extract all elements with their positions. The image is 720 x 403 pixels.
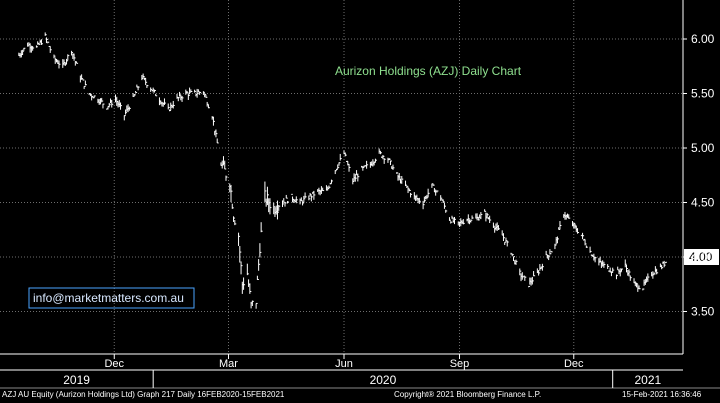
y-tick-label: 3.50	[691, 305, 715, 319]
website-box	[28, 287, 195, 309]
last-value-box	[684, 249, 719, 265]
website-text: info@marketmatters.com.au	[33, 291, 184, 305]
y-tick-label: 6.00	[691, 32, 715, 46]
axes: 4.00	[0, 0, 720, 389]
x-axis-labels: Dec Mar Jun Sep Dec 2019 2020 2021	[63, 358, 661, 387]
price-series	[18, 32, 667, 309]
chart-title: Aurizon Holdings (AZJ) Daily Chart	[335, 64, 522, 78]
year-label: 2020	[370, 373, 397, 387]
y-tick-label: 5.50	[691, 87, 715, 101]
x-tick-label: Sep	[450, 358, 470, 370]
y-tick-label: 4.50	[691, 196, 715, 210]
y-tick-label: 5.00	[691, 141, 715, 155]
x-tick-label: Dec	[104, 358, 124, 370]
y-axis-labels: 3.50 4.00 4.50 5.00 5.50 6.00	[691, 32, 715, 319]
x-tick-label: Mar	[219, 358, 238, 370]
last-value-label: 4.00	[689, 250, 713, 264]
x-tick-label: Dec	[564, 358, 584, 370]
footer-center: Copyright® 2021 Bloomberg Finance L.P.	[394, 390, 542, 399]
footer-right: 15-Feb-2021 16:36:46	[622, 390, 702, 399]
year-label: 2019	[63, 373, 90, 387]
year-label: 2021	[634, 373, 661, 387]
y-tick-label: 4.00	[691, 250, 715, 264]
x-tick-label: Jun	[335, 358, 353, 370]
grid-lines	[0, 0, 683, 354]
footer-left: AZJ AU Equity (Aurizon Holdings Ltd) Gra…	[2, 390, 285, 399]
